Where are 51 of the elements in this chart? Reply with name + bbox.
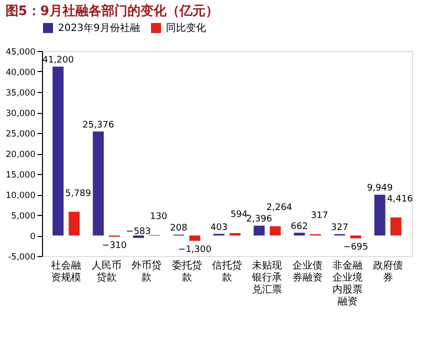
bar [294, 232, 305, 236]
bar [189, 236, 200, 241]
y-tick-label: 25,000 [6, 130, 36, 140]
bar [254, 226, 265, 236]
bar [68, 212, 80, 236]
bar [52, 66, 64, 236]
y-tick-label: 45,000 [6, 48, 36, 58]
data-label: −310 [102, 240, 128, 251]
y-tick-label: 35,000 [6, 88, 36, 98]
bar [374, 194, 386, 236]
x-tick-label: 人民币贷款 [91, 260, 122, 284]
data-label: 208 [170, 224, 188, 234]
data-label: 130 [150, 212, 168, 222]
data-label: 317 [310, 211, 328, 222]
x-tick-label: 外币贷款 [132, 260, 162, 284]
x-tick-label: 企业债券融资 [292, 260, 322, 284]
y-tick-label: 5,000 [11, 212, 36, 222]
y-tick-label: 20,000 [6, 150, 36, 160]
y-tick-label: 30,000 [6, 109, 36, 119]
data-label: 41,200 [42, 56, 74, 66]
bar [92, 131, 104, 236]
data-label: 403 [210, 222, 228, 233]
x-tick-label: 信托贷款 [212, 260, 242, 284]
data-label: −583 [126, 226, 151, 237]
legend-label: 2023年9月份社融 [58, 22, 140, 34]
data-label: 2,396 [246, 214, 272, 225]
x-tick-label: 委托贷款 [172, 260, 202, 284]
data-label: 25,376 [82, 120, 114, 130]
data-label: 327 [331, 223, 348, 234]
x-tick-label: 政府债券 [372, 260, 403, 284]
y-tick-label: 10,000 [6, 191, 36, 201]
x-tick-label: 未贴现银行承兑汇票 [251, 260, 282, 296]
bar [270, 226, 281, 236]
bar [390, 217, 402, 236]
y-tick-label: 0 [30, 232, 36, 242]
data-label: 662 [290, 222, 308, 232]
bar [350, 236, 362, 238]
chart-title: 图5：9月社融各部门的变化（亿元） [5, 3, 218, 19]
y-tick-label: 40,000 [6, 68, 36, 78]
data-label: 9,949 [366, 184, 393, 194]
data-label: −1,300 [178, 244, 212, 255]
x-tick-label: 社会融资规模 [51, 260, 82, 284]
data-label: 594 [230, 210, 248, 220]
legend-label: 同比变化 [166, 22, 206, 34]
data-label: −695 [343, 242, 368, 252]
data-label: 5,789 [65, 188, 92, 199]
data-label: 4,416 [387, 194, 414, 204]
y-tick-label: 15,000 [6, 170, 36, 180]
data-label: 2,264 [266, 203, 292, 214]
y-tick-label: -5,000 [8, 252, 36, 262]
x-tick-label: 非金融企业境内股票融资 [332, 260, 363, 308]
